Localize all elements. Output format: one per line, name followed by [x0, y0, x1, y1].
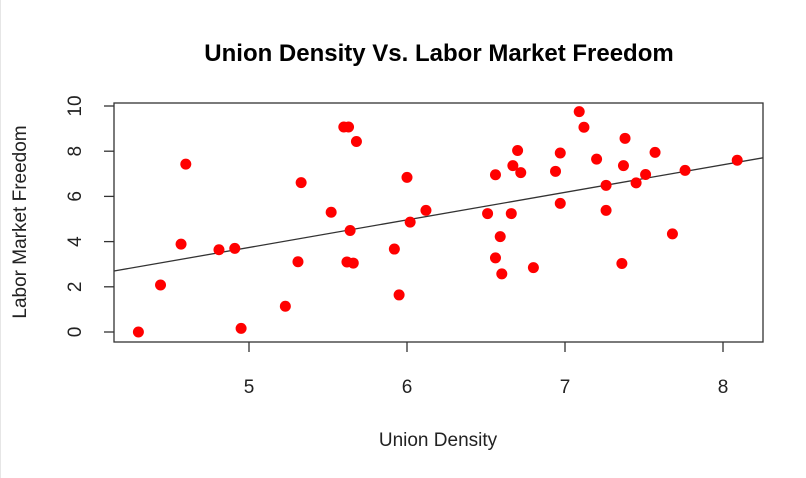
data-point: [616, 258, 628, 270]
data-point: [496, 268, 508, 280]
data-point: [600, 179, 612, 191]
chart-title: Union Density Vs. Labor Market Freedom: [204, 40, 673, 67]
data-point: [527, 262, 539, 274]
data-point: [229, 242, 241, 254]
data-point: [325, 206, 337, 218]
regression-line: [113, 157, 764, 272]
data-point: [401, 171, 413, 183]
data-point: [292, 256, 304, 268]
data-point: [554, 197, 566, 209]
data-point: [578, 121, 590, 133]
data-point: [295, 177, 307, 189]
y-axis-label: Labor Market Freedom: [10, 125, 31, 318]
data-point: [420, 204, 432, 216]
data-point: [554, 147, 566, 159]
data-point: [393, 289, 405, 301]
data-point: [489, 169, 501, 181]
data-point: [344, 225, 356, 237]
data-point: [388, 243, 400, 255]
x-axis-label: Union Density: [379, 430, 498, 451]
x-axis: 5 6 7 8: [244, 342, 729, 398]
data-point: [640, 168, 652, 180]
x-tick-label: 8: [718, 377, 729, 398]
data-point: [343, 121, 355, 133]
data-point: [731, 154, 743, 166]
x-tick-label: 5: [244, 377, 255, 398]
x-tick-label: 7: [560, 377, 571, 398]
data-point: [175, 238, 187, 250]
data-point: [132, 326, 144, 338]
data-point: [507, 160, 519, 172]
data-point: [404, 216, 416, 228]
data-point: [494, 231, 506, 243]
y-tick-label: 2: [65, 282, 86, 293]
data-point: [180, 158, 192, 170]
y-tick-label: 6: [65, 191, 86, 202]
data-point: [155, 279, 167, 291]
data-point: [515, 167, 527, 179]
data-point: [550, 165, 562, 177]
fit-line: [113, 157, 764, 272]
data-point: [573, 106, 585, 118]
data-point: [235, 322, 247, 334]
data-point: [279, 300, 291, 312]
data-point: [600, 204, 612, 216]
y-tick-label: 10: [65, 95, 86, 116]
data-point: [489, 252, 501, 264]
y-tick-label: 4: [65, 236, 86, 247]
y-tick-label: 0: [65, 327, 86, 338]
data-point: [505, 208, 517, 220]
data-point: [591, 153, 603, 165]
data-point: [679, 164, 691, 176]
plot-area-border: [113, 102, 764, 343]
y-axis: 0 2 4 6 8 10: [65, 95, 114, 337]
data-point: [350, 135, 362, 147]
data-point: [666, 228, 678, 240]
data-point: [619, 132, 631, 144]
data-point: [482, 208, 494, 220]
data-point: [512, 145, 524, 157]
data-point: [617, 160, 629, 172]
data-point: [649, 146, 661, 158]
data-point: [213, 244, 225, 256]
data-point: [347, 257, 359, 269]
data-points: [132, 106, 743, 338]
data-point: [630, 177, 642, 189]
x-tick-label: 6: [402, 377, 413, 398]
y-tick-label: 8: [65, 146, 86, 157]
